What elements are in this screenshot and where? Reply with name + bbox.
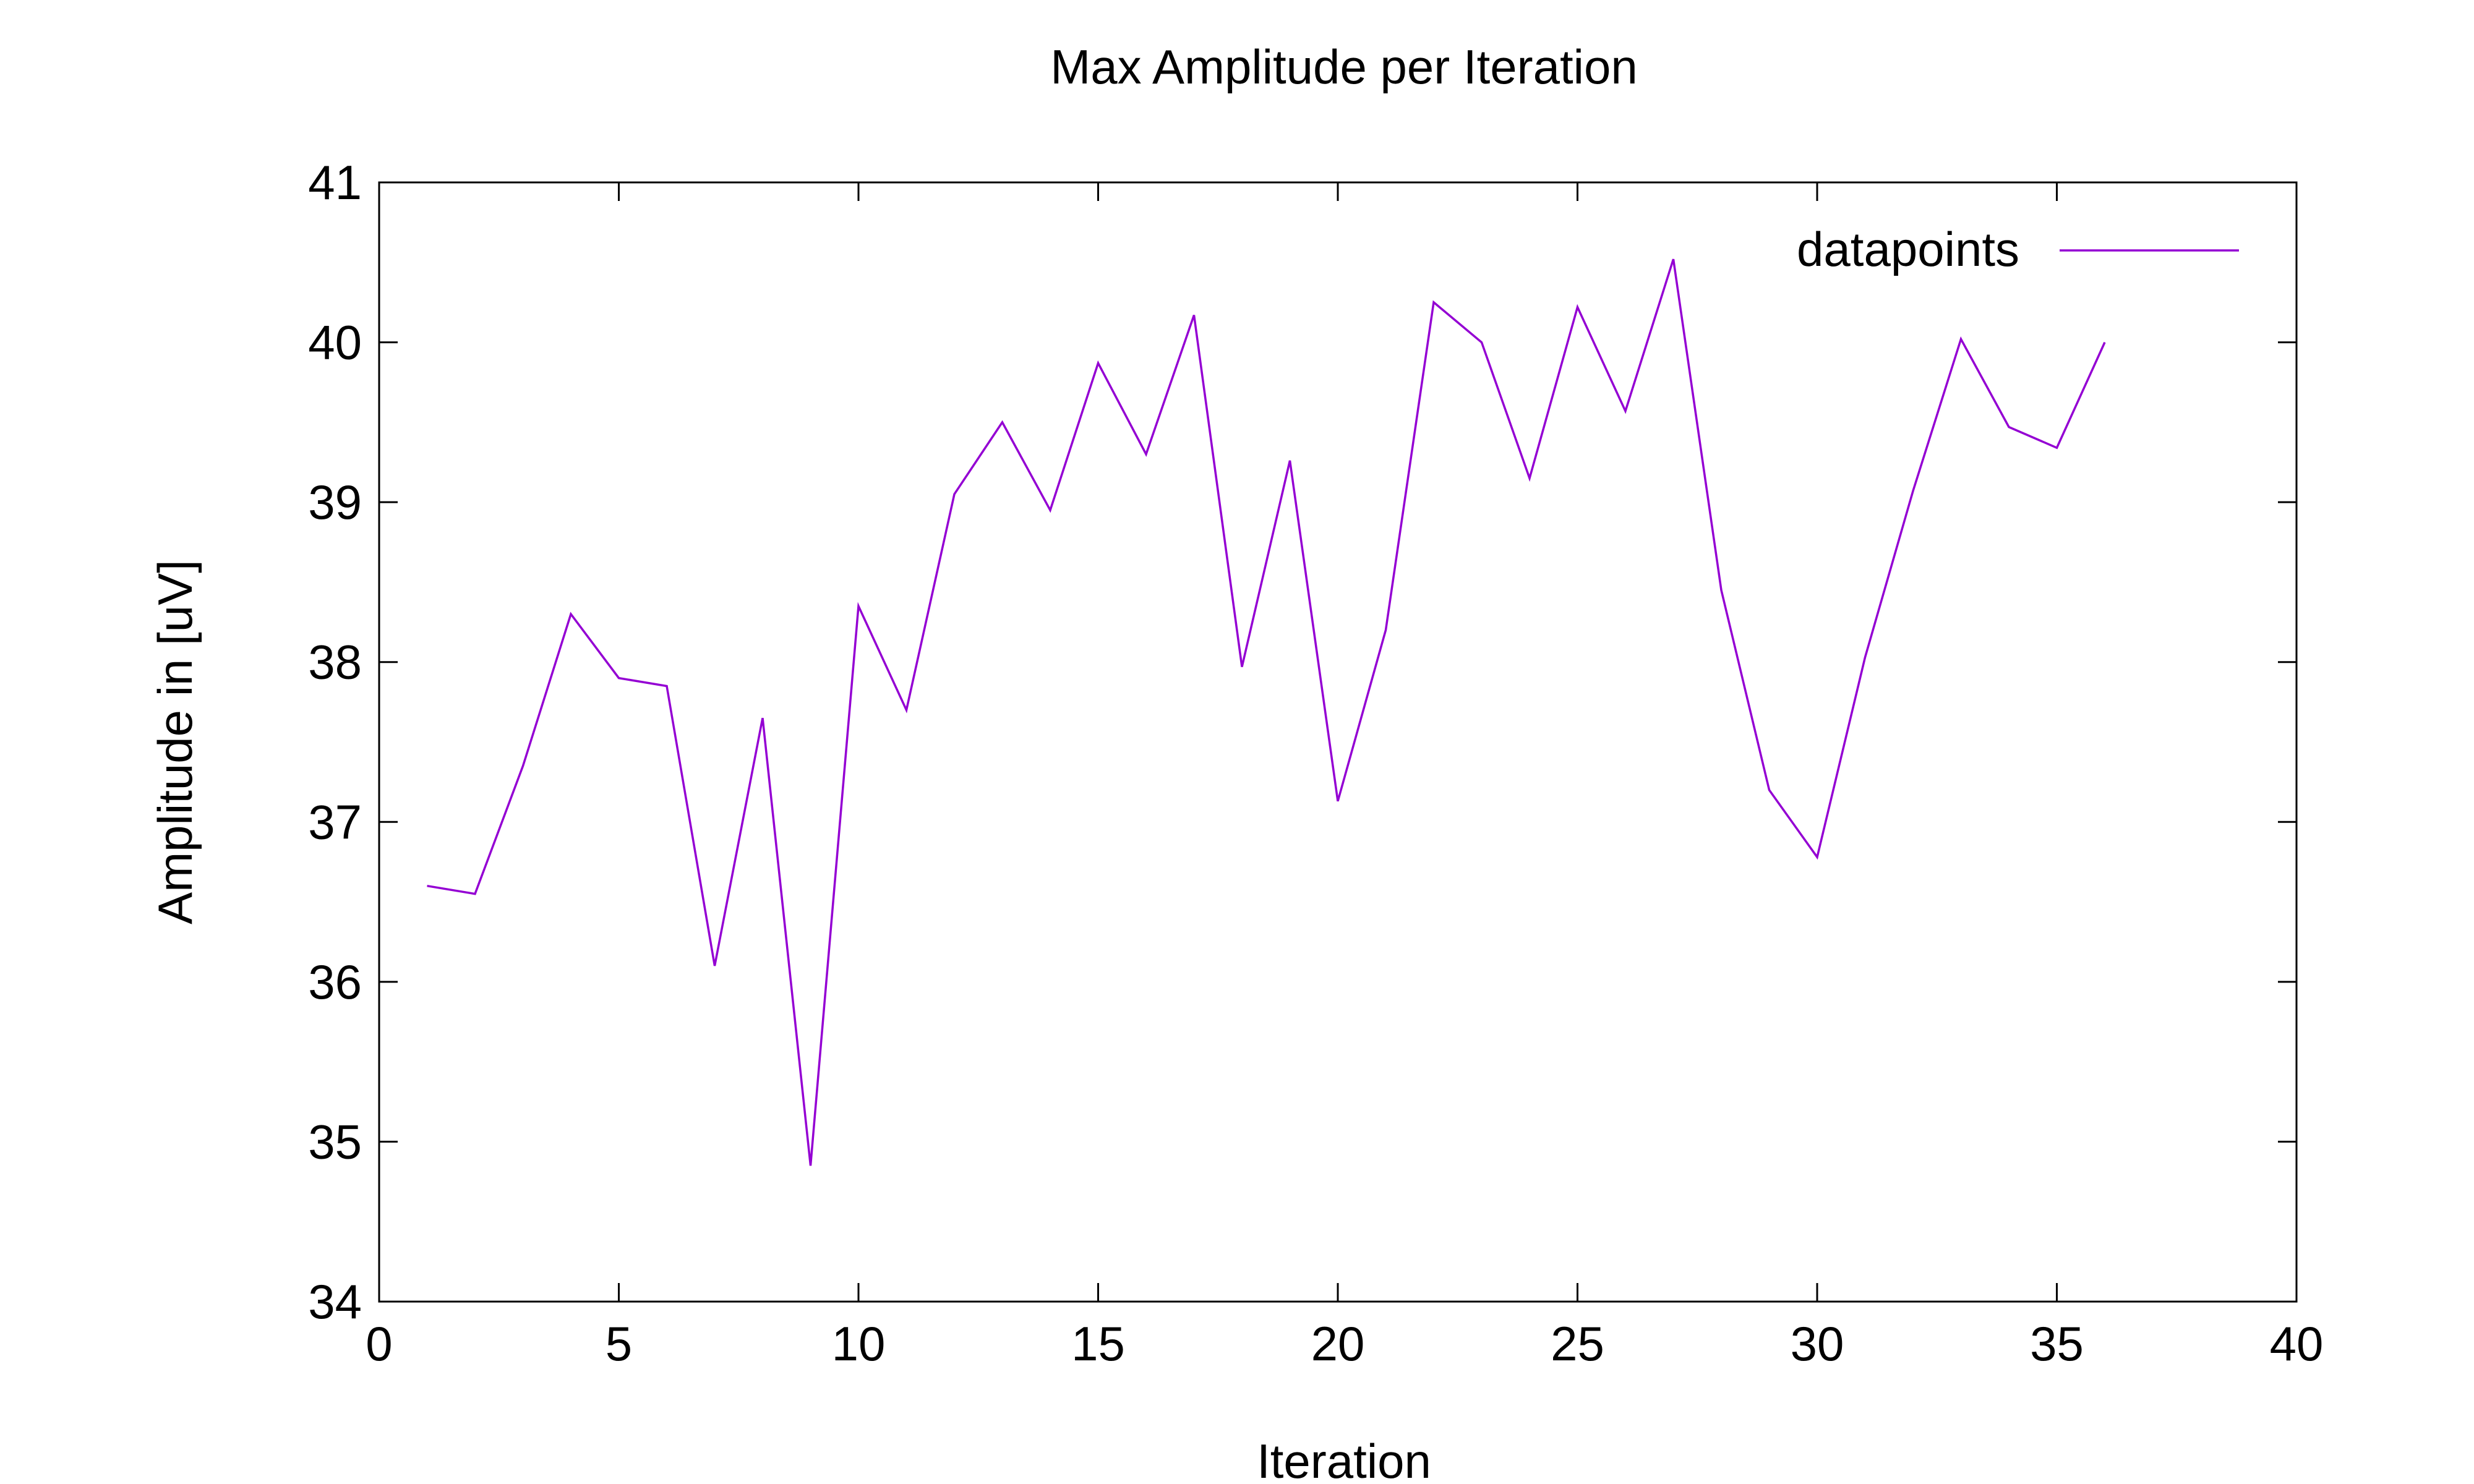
x-tick-label: 40 xyxy=(2270,1316,2324,1371)
y-tick-label: 37 xyxy=(308,795,362,849)
y-tick-label: 40 xyxy=(308,315,362,370)
x-tick-label: 30 xyxy=(1791,1316,1844,1371)
y-tick-label: 38 xyxy=(308,635,362,689)
series-group xyxy=(427,258,2106,1166)
y-tick-label: 36 xyxy=(308,955,362,1009)
x-tick-label: 5 xyxy=(606,1316,632,1371)
y-tick-label: 34 xyxy=(308,1274,362,1329)
x-tick-label: 25 xyxy=(1551,1316,1604,1371)
x-axis-ticks: 0 5 10 15 20 25 30 35 40 xyxy=(366,182,2323,1371)
y-tick-label: 41 xyxy=(308,155,362,210)
x-tick-label: 15 xyxy=(1071,1316,1125,1371)
legend: datapoints xyxy=(1797,222,2239,276)
x-tick-label: 20 xyxy=(1311,1316,1365,1371)
x-tick-label: 0 xyxy=(366,1316,392,1371)
x-tick-label: 35 xyxy=(2030,1316,2084,1371)
y-axis-label: Amplitude in [uV] xyxy=(148,560,202,924)
series-line-datapoints xyxy=(427,258,2106,1166)
legend-label-datapoints: datapoints xyxy=(1797,222,2019,276)
x-tick-label: 10 xyxy=(832,1316,886,1371)
plot-frame xyxy=(378,181,2298,1303)
y-tick-label: 35 xyxy=(308,1114,362,1169)
x-axis-label: Iteration xyxy=(1257,1434,1431,1484)
y-axis-ticks: 34 35 36 37 38 39 40 41 xyxy=(308,155,2296,1329)
chart-title: Max Amplitude per Iteration xyxy=(1050,40,1637,94)
y-tick-label: 39 xyxy=(308,475,362,529)
